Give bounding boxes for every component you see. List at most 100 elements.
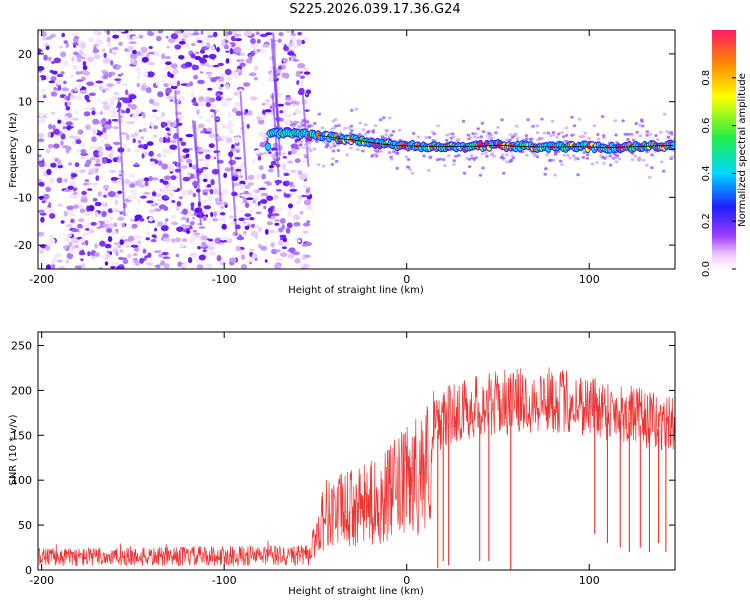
signal-halo-dot — [505, 138, 510, 142]
noise-speckle — [115, 251, 119, 257]
noise-speckle — [198, 96, 205, 102]
signal-halo-dot — [587, 137, 592, 140]
signal-halo-dot — [654, 134, 658, 137]
noise-speckle — [81, 190, 87, 196]
spectrogram-signal-track — [265, 107, 675, 179]
noise-speckle — [191, 99, 196, 103]
noise-speckle — [220, 206, 225, 209]
noise-speckle — [136, 51, 142, 56]
noise-streak — [239, 91, 248, 181]
noise-speckle — [92, 48, 100, 54]
noise-speckle — [197, 100, 206, 107]
snr-x-tick-label: 100 — [579, 574, 600, 587]
noise-speckle — [299, 173, 307, 181]
noise-speckle — [197, 158, 205, 162]
noise-speckle — [104, 143, 111, 147]
signal-halo-dot — [411, 132, 416, 135]
noise-speckle — [274, 179, 283, 184]
signal-halo-dot — [562, 153, 567, 157]
noise-speckle — [48, 234, 55, 240]
noise-speckle — [237, 52, 241, 56]
snr-y-tick-label: 200 — [11, 384, 32, 397]
noise-speckle — [240, 220, 245, 226]
noise-speckle — [78, 49, 84, 55]
signal-halo-dot — [573, 157, 578, 161]
noise-speckle — [64, 101, 68, 107]
noise-speckle — [116, 178, 123, 186]
noise-speckle — [142, 127, 147, 133]
noise-speckle — [82, 231, 90, 237]
signal-halo-dot — [608, 163, 613, 167]
noise-speckle — [112, 51, 117, 55]
signal-halo-dot — [525, 153, 529, 157]
noise-speckle — [65, 259, 70, 264]
noise-speckle — [234, 156, 242, 160]
noise-speckle — [186, 158, 192, 164]
noise-speckle — [47, 143, 54, 149]
noise-speckle — [285, 170, 289, 173]
noise-speckle — [184, 225, 191, 229]
noise-speckle — [273, 194, 279, 200]
signal-halo-dot — [581, 155, 586, 159]
noise-speckle — [180, 216, 188, 221]
signal-halo-dot — [456, 138, 461, 142]
noise-speckle — [132, 138, 136, 144]
noise-speckle — [163, 195, 169, 200]
noise-speckle — [82, 60, 87, 67]
noise-speckle — [191, 64, 198, 71]
noise-speckle — [97, 191, 102, 197]
noise-speckle — [203, 173, 209, 179]
noise-speckle — [140, 111, 144, 115]
noise-speckle — [259, 141, 267, 148]
noise-speckle — [149, 209, 155, 213]
noise-speckle — [48, 123, 53, 130]
noise-speckle — [138, 71, 142, 75]
noise-speckle — [168, 187, 174, 192]
noise-speckle — [288, 247, 296, 253]
noise-speckle — [94, 163, 102, 167]
signal-halo-dot — [392, 150, 396, 154]
signal-halo-dot — [560, 131, 564, 134]
noise-speckle — [298, 195, 303, 200]
noise-speckle — [127, 235, 135, 242]
noise-speckle — [118, 41, 123, 47]
noise-speckle — [66, 252, 74, 260]
signal-halo-dot — [560, 163, 564, 167]
noise-speckle — [208, 242, 216, 248]
noise-speckle — [119, 249, 124, 253]
noise-speckle — [109, 216, 114, 221]
noise-speckle — [122, 97, 131, 104]
noise-speckle — [225, 83, 230, 90]
noise-speckle — [66, 205, 74, 211]
noise-speckle — [112, 46, 119, 51]
noise-speckle — [213, 64, 219, 68]
noise-speckle — [278, 65, 282, 70]
noise-speckle — [234, 101, 241, 107]
noise-speckle — [197, 246, 201, 250]
snr-y-tick-label: 250 — [11, 339, 32, 352]
noise-speckle — [71, 228, 79, 233]
noise-speckle — [83, 111, 91, 117]
signal-halo-dot — [581, 135, 585, 138]
noise-speckle — [246, 123, 250, 129]
noise-speckle — [268, 151, 272, 155]
noise-speckle — [150, 239, 157, 243]
noise-speckle — [163, 83, 169, 88]
noise-speckle — [92, 118, 100, 125]
signal-halo-dot — [561, 135, 566, 139]
noise-speckle — [198, 115, 204, 119]
noise-speckle — [84, 239, 89, 246]
signal-halo-dot — [308, 124, 312, 128]
noise-speckle — [298, 80, 305, 87]
noise-speckle — [189, 228, 194, 233]
noise-speckle — [164, 56, 171, 60]
noise-speckle — [155, 157, 161, 161]
noise-speckle — [68, 241, 73, 247]
noise-speckle — [202, 249, 207, 253]
signal-halo-dot — [638, 123, 642, 127]
noise-speckle — [225, 50, 230, 53]
signal-halo-dot — [383, 136, 387, 140]
signal-halo-dot — [436, 124, 440, 128]
noise-speckle — [104, 243, 112, 249]
